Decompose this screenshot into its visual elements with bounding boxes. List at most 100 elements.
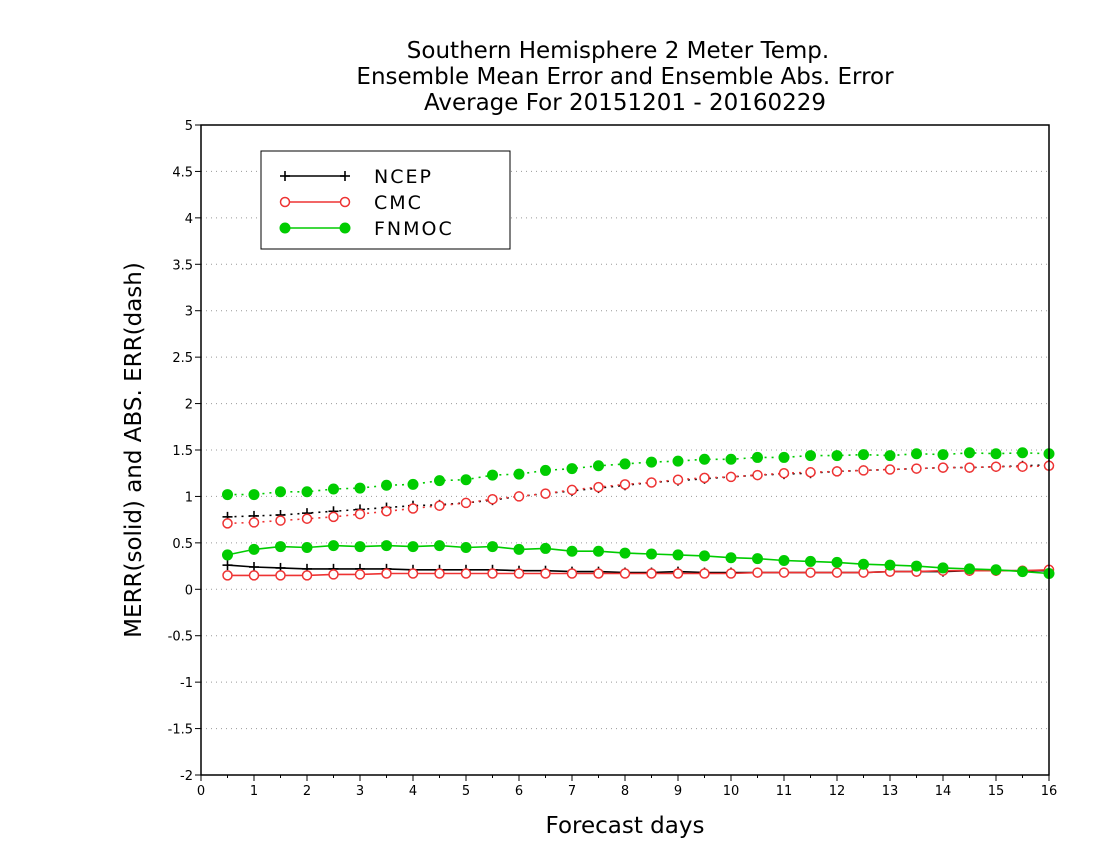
cmc-abs-err-point xyxy=(646,477,657,488)
chart-title: Southern Hemisphere 2 Meter Temp. Ensemb… xyxy=(356,38,894,116)
y-tick-label: -2 xyxy=(180,769,193,784)
fnmoc-merr-point xyxy=(460,542,472,553)
y-tick-label: 3.5 xyxy=(172,258,193,273)
fnmoc-abs-err-point xyxy=(805,450,816,462)
y-tick-label: 2 xyxy=(185,398,193,413)
x-tick-label: 4 xyxy=(409,784,417,799)
fnmoc-abs-err-point xyxy=(884,450,896,462)
x-tick-label: 3 xyxy=(356,784,364,799)
cmc-merr-point xyxy=(460,568,472,579)
x-tick-label: 15 xyxy=(988,784,1005,799)
y-tick-label: 5 xyxy=(185,119,193,134)
fnmoc-abs-err-point xyxy=(328,483,339,495)
fnmoc-merr-point xyxy=(884,559,896,571)
cmc-abs-err-line xyxy=(227,465,1050,525)
cmc-abs-err-point xyxy=(434,500,445,511)
cmc-abs-err-point xyxy=(699,472,710,484)
x-tick-label: 12 xyxy=(829,784,846,799)
x-tick-label: 10 xyxy=(723,784,740,799)
cmc-merr-point xyxy=(593,568,604,579)
title-line-3: Average For 20151201 - 20160229 xyxy=(424,90,826,116)
cmc-abs-err-point xyxy=(937,462,949,473)
fnmoc-abs-err-point xyxy=(301,486,313,498)
cmc-merr-point xyxy=(248,570,260,581)
fnmoc-abs-err-point xyxy=(275,486,286,498)
cmc-merr-point xyxy=(566,568,578,579)
y-tick-label: 0 xyxy=(185,583,193,598)
cmc-merr-point xyxy=(672,568,684,579)
fnmoc-abs-err-point xyxy=(699,453,710,465)
fnmoc-abs-err-point xyxy=(460,474,472,486)
grid xyxy=(201,170,1049,730)
fnmoc-merr-point xyxy=(1017,566,1028,578)
fnmoc-abs-err-point xyxy=(222,489,233,501)
cmc-merr-point xyxy=(540,568,551,579)
fnmoc-merr-point xyxy=(911,560,922,572)
x-axis-label: Forecast days xyxy=(546,813,705,839)
cmc-abs-err-point xyxy=(725,471,737,483)
cmc-merr-point xyxy=(646,568,657,579)
title-line-2: Ensemble Mean Error and Ensemble Abs. Er… xyxy=(356,64,894,90)
cmc-abs-err-point xyxy=(831,466,843,477)
x-tick-label: 8 xyxy=(621,784,629,799)
cmc-abs-err-point xyxy=(354,508,366,520)
fnmoc-merr-point xyxy=(593,545,604,557)
fnmoc-abs-err-point xyxy=(566,463,578,475)
fnmoc-merr-point xyxy=(752,553,763,565)
fnmoc-merr-point xyxy=(434,540,445,552)
cmc-abs-err-point xyxy=(805,467,816,478)
title-line-1: Southern Hemisphere 2 Meter Temp. xyxy=(407,38,829,64)
fnmoc-abs-err-point xyxy=(990,448,1002,460)
legend-cmc-marker-right xyxy=(339,196,351,208)
cmc-merr-point xyxy=(619,568,631,579)
fnmoc-abs-err-point xyxy=(513,468,525,480)
y-axis-label: MERR(solid) and ABS. ERR(dash) xyxy=(121,262,147,638)
cmc-abs-err-point xyxy=(752,469,763,481)
cmc-merr-point xyxy=(407,568,419,579)
cmc-merr-point xyxy=(752,567,763,578)
y-tick-label: 1 xyxy=(185,490,193,505)
fnmoc-abs-err-point xyxy=(354,482,366,494)
cmc-abs-err-point xyxy=(381,506,392,517)
fnmoc-merr-point xyxy=(990,564,1002,576)
fnmoc-abs-err-point xyxy=(487,469,498,481)
cmc-merr-point xyxy=(328,569,339,580)
fnmoc-merr-point xyxy=(619,547,631,559)
cmc-abs-err-point xyxy=(301,513,313,524)
cmc-abs-err-point xyxy=(513,491,525,502)
cmc-merr-point xyxy=(699,568,710,579)
axis-ticks: 54.543.532.521.510.50-0.5-1-1.5-20 1 2 3 4 5 6… xyxy=(168,119,1058,799)
fnmoc-merr-point xyxy=(805,555,816,567)
fnmoc-merr-point xyxy=(328,540,339,552)
fnmoc-merr-point xyxy=(301,542,313,553)
fnmoc-merr-point xyxy=(540,542,551,554)
cmc-merr-point xyxy=(275,570,286,581)
cmc-merr-point xyxy=(381,568,392,579)
fnmoc-abs-err-point xyxy=(911,448,922,460)
cmc-merr-point xyxy=(301,570,313,581)
fnmoc-merr-point xyxy=(672,549,684,561)
legend-fnmoc-label: FNMOC xyxy=(374,218,454,240)
cmc-abs-err-point xyxy=(540,488,551,499)
cmc-abs-err-point xyxy=(593,481,604,493)
fnmoc-merr-point xyxy=(354,541,366,553)
legend-box xyxy=(260,150,511,250)
cmc-merr-point xyxy=(513,568,525,579)
fnmoc-abs-err-point xyxy=(434,475,445,487)
fnmoc-abs-err-point xyxy=(619,458,631,470)
cmc-merr-point xyxy=(805,567,816,578)
x-tick-label: 7 xyxy=(568,784,576,799)
ncep-merr-point xyxy=(222,560,233,571)
y-tick-label: 3 xyxy=(185,305,193,320)
fnmoc-abs-err-point xyxy=(593,460,604,472)
legend-fnmoc-marker-left xyxy=(279,222,291,234)
fnmoc-abs-err-point xyxy=(778,451,790,463)
fnmoc-merr-point xyxy=(566,545,578,557)
fnmoc-merr-point xyxy=(381,540,392,552)
y-tick-label: 0.5 xyxy=(172,537,193,552)
fnmoc-abs-err-point xyxy=(752,451,763,463)
fnmoc-merr-point xyxy=(248,543,260,555)
y-tick-label: 4.5 xyxy=(172,165,193,180)
fnmoc-merr-point xyxy=(407,541,419,553)
